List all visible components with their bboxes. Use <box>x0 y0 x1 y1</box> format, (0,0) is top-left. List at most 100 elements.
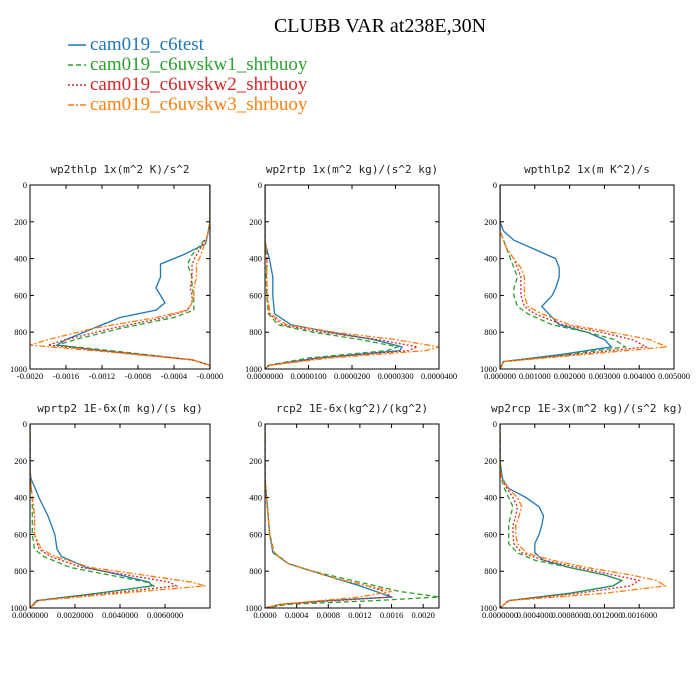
legend-entry-4: cam019_c6uvskw3_shrbuoy <box>68 94 308 115</box>
series-group <box>30 185 210 369</box>
x-tick-label: -0.0004 <box>161 371 188 381</box>
series-line-1 <box>55 185 210 369</box>
series-line-2 <box>56 185 210 369</box>
y-tick-label: 400 <box>484 254 497 264</box>
x-tick-label: 0.0000000 <box>247 371 283 381</box>
y-tick-label: 400 <box>249 493 262 503</box>
x-tick-label: 0.0060000 <box>147 610 183 620</box>
panel-3: wpthlp2 1x(m K^2)/s020040060080010000.00… <box>480 163 690 381</box>
legend: cam019_c6testcam019_c6uvskw1_shrbuoycam0… <box>68 34 308 115</box>
series-group <box>265 185 439 369</box>
series-line-1 <box>500 185 613 369</box>
x-tick-label: 0.0008000 <box>552 610 588 620</box>
legend-label: cam019_c6uvskw2_shrbuoy <box>90 74 308 95</box>
series-line-2 <box>500 185 628 369</box>
y-tick-label: 400 <box>14 493 27 503</box>
y-tick-label: 800 <box>14 327 27 337</box>
series-line-3 <box>47 185 210 369</box>
y-tick-label: 600 <box>484 290 497 300</box>
x-tick-label: 0.000000 <box>484 371 516 381</box>
x-tick-label: -0.0008 <box>125 371 151 381</box>
legend-label: cam019_c6test <box>90 34 205 55</box>
x-tick-label: 0.005000 <box>658 371 690 381</box>
series-group <box>265 424 439 608</box>
x-tick-label: 0.0004 <box>285 610 309 620</box>
x-tick-label: 0.0000000 <box>12 610 48 620</box>
legend-entry-1: cam019_c6test <box>68 34 205 55</box>
series-line-1 <box>265 424 392 608</box>
plot-frame <box>264 423 440 609</box>
x-tick-label: 0.0012 <box>348 610 371 620</box>
panel-title: wp2rtp 1x(m^2 kg)/(s^2 kg) <box>266 163 438 176</box>
series-line-3 <box>265 185 420 369</box>
legend-label: cam019_c6uvskw1_shrbuoy <box>90 54 308 75</box>
series-line-1 <box>30 424 153 608</box>
plot-frame <box>499 423 675 609</box>
y-tick-label: 600 <box>14 290 27 300</box>
series-group <box>30 424 206 608</box>
y-tick-label: 800 <box>249 327 262 337</box>
y-tick-label: 200 <box>14 217 27 227</box>
y-tick-label: 1000 <box>245 364 262 374</box>
x-tick-label: 0.0000 <box>253 610 276 620</box>
plot-frame <box>29 184 211 370</box>
panel-title: wp2rcp 1E-3x(m^2 kg)/(s^2 kg) <box>491 402 683 415</box>
series-line-3 <box>500 424 641 608</box>
panel-title: wpthlp2 1x(m K^2)/s <box>524 163 650 176</box>
x-tick-label: 0.0000400 <box>421 371 457 381</box>
series-line-2 <box>265 424 439 608</box>
x-tick-label: 0.0016 <box>380 610 403 620</box>
y-tick-label: 1000 <box>10 603 27 613</box>
y-tick-label: 400 <box>14 254 27 264</box>
y-tick-label: 0 <box>23 419 27 429</box>
panel-title: wp2thlp 1x(m^2 K)/s^2 <box>50 163 189 176</box>
legend-label: cam019_c6uvskw3_shrbuoy <box>90 94 308 115</box>
y-tick-label: 200 <box>249 217 262 227</box>
x-tick-label: 0.0020 <box>411 610 434 620</box>
panel-2: wp2rtp 1x(m^2 kg)/(s^2 kg) 0 200 400 600 800 1… <box>245 163 457 381</box>
series-line-4 <box>265 185 439 369</box>
x-tick-label: 0.004000 <box>623 371 655 381</box>
x-tick-label: 0.0040000 <box>102 610 138 620</box>
x-tick-label: 0.0004000 <box>517 610 553 620</box>
y-tick-label: 800 <box>484 327 497 337</box>
legend-entry-3: cam019_c6uvskw2_shrbuoy <box>68 74 308 95</box>
y-tick-label: 1000 <box>245 603 262 613</box>
series-group <box>500 424 668 608</box>
y-tick-label: 0 <box>23 180 27 190</box>
series-line-3 <box>30 424 179 608</box>
x-tick-label: -0.0000 <box>197 371 223 381</box>
series-line-4 <box>265 424 392 608</box>
series-line-4 <box>30 185 210 369</box>
series-line-1 <box>265 185 403 369</box>
y-tick-label: 0 <box>258 180 262 190</box>
series-line-4 <box>500 185 668 369</box>
panel-title: wprtp2 1E-6x(m kg)/(s kg) <box>37 402 203 415</box>
x-tick-label: 0.0020000 <box>57 610 93 620</box>
y-tick-label: 200 <box>484 456 497 466</box>
panel-1: wp2thlp 1x(m^2 K)/s^202004006008001000-0… <box>10 163 223 381</box>
x-tick-label: -0.0012 <box>89 371 115 381</box>
x-tick-label: 0.0000200 <box>334 371 370 381</box>
panel-title: rcp2 1E-6x(kg^2)/(kg^2) <box>276 402 428 415</box>
x-tick-label: 0.002000 <box>554 371 586 381</box>
y-tick-label: 0 <box>258 419 262 429</box>
x-tick-label: 0.0008 <box>317 610 340 620</box>
y-tick-label: 600 <box>484 529 497 539</box>
series-group <box>500 185 668 369</box>
x-tick-label: -0.0016 <box>53 371 79 381</box>
y-tick-label: 200 <box>484 217 497 227</box>
x-tick-label: -0.0020 <box>17 371 43 381</box>
x-tick-label: 0.0016000 <box>621 610 657 620</box>
y-tick-label: 800 <box>14 566 27 576</box>
panel-6: wp2rcp 1E-3x(m^2 kg)/(s^2 kg) 0 200 400 600 8… <box>480 402 683 620</box>
y-tick-label: 1000 <box>480 364 497 374</box>
series-line-2 <box>265 185 401 369</box>
plot-frame <box>499 184 675 370</box>
y-tick-label: 600 <box>14 529 27 539</box>
x-tick-label: 0.003000 <box>588 371 620 381</box>
y-tick-label: 1000 <box>10 364 27 374</box>
plot-frame <box>264 184 440 370</box>
y-tick-label: 800 <box>484 566 497 576</box>
